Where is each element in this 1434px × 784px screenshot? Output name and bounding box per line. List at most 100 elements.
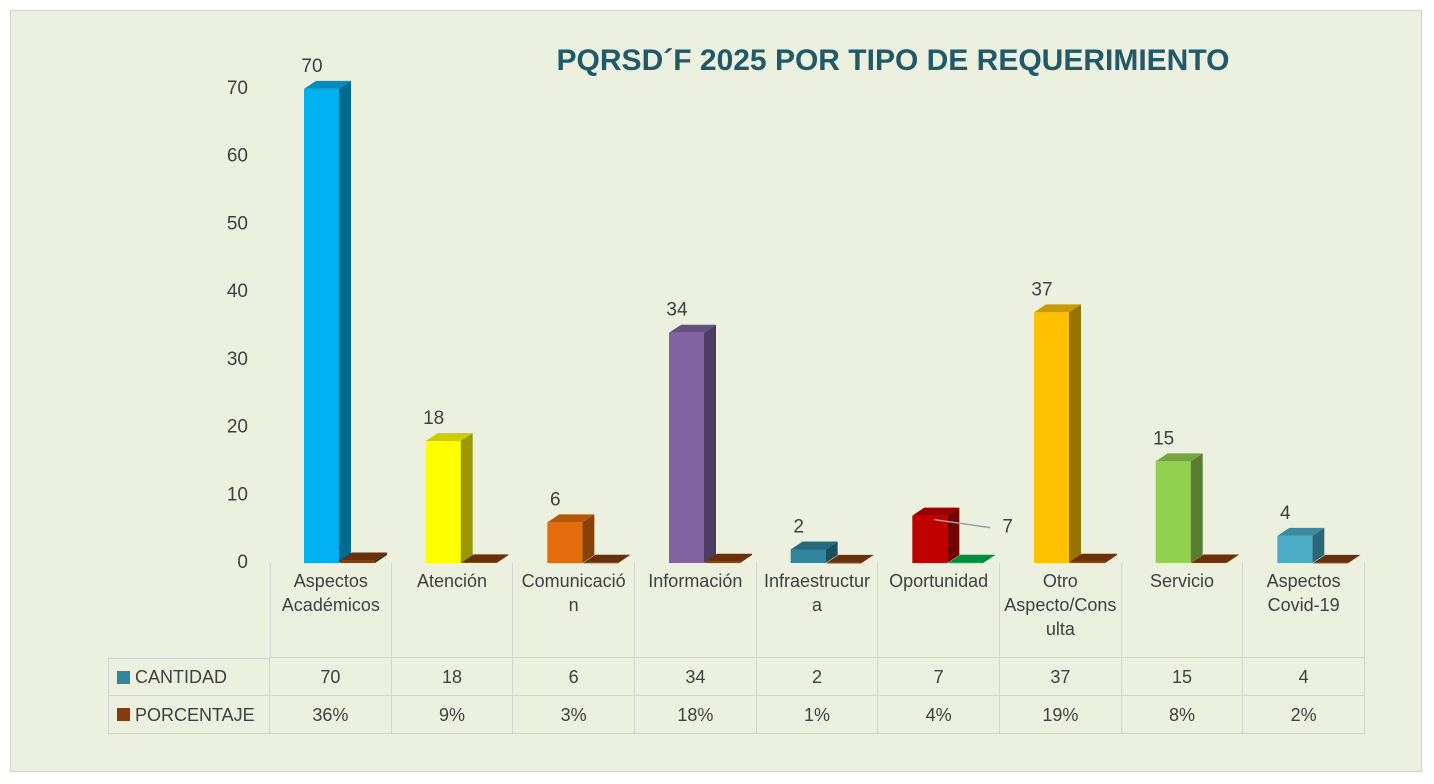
chart-title: PQRSD´F 2025 POR TIPO DE REQUERIMIENTO (557, 44, 1230, 77)
x-tick-label: Oportunidad (878, 563, 1000, 658)
bar-side (825, 541, 838, 563)
bar (583, 554, 631, 564)
bar-top (790, 541, 838, 550)
bar (790, 541, 838, 563)
table-value: 7 (878, 658, 1000, 696)
bar (425, 433, 473, 563)
bar-front (705, 561, 740, 563)
data-label: 34 (666, 300, 688, 321)
data-label: 37 (1031, 279, 1052, 300)
bar (1191, 554, 1239, 563)
bar (1313, 554, 1361, 564)
bar-front (1191, 562, 1227, 563)
bar-front (1155, 461, 1191, 563)
bar-top (705, 553, 752, 562)
table-value: 1% (756, 696, 879, 734)
x-tick-label: Aspectos Académicos (270, 563, 392, 658)
bar-front (1313, 562, 1349, 564)
y-tick-label: 10 (227, 484, 248, 505)
bar-front (948, 562, 984, 564)
bar (912, 507, 960, 563)
bar-front (461, 562, 497, 563)
bar-side (1312, 527, 1325, 563)
table-value: 70 (270, 658, 392, 696)
bar-side (618, 554, 631, 563)
x-tick-label: Información (635, 563, 757, 658)
bar-side (740, 553, 752, 563)
bar-side (375, 552, 387, 563)
bar-front (340, 560, 375, 563)
bar (461, 554, 509, 563)
leader-line (934, 518, 991, 529)
bar-top (425, 433, 473, 442)
bar-top (304, 80, 351, 89)
bar-side (1069, 304, 1081, 563)
legend-key (117, 670, 130, 684)
y-tick-label: 0 (237, 552, 248, 573)
bar-top (1155, 453, 1203, 462)
table-value: 36% (270, 696, 392, 734)
bar-top (340, 552, 387, 561)
bar-side (460, 433, 473, 563)
x-tick-label: Atención (391, 563, 514, 658)
bar-top (1313, 554, 1361, 563)
bar-side (582, 514, 595, 563)
bar-top (461, 554, 509, 563)
bar-front (583, 562, 619, 564)
bar-side (1190, 453, 1203, 563)
data-label: 7 (1002, 517, 1013, 538)
bar-front (304, 88, 339, 563)
bar (1155, 453, 1203, 563)
bar (705, 553, 752, 563)
table-value: 4 (1243, 658, 1365, 696)
x-tick-label: Otro Aspecto/Consulta (1000, 563, 1122, 658)
y-tick-label: 30 (227, 349, 248, 370)
y-tick-label: 70 (227, 78, 248, 99)
data-label: 2 (793, 516, 804, 537)
table-value: 18 (391, 658, 514, 696)
bar (1070, 553, 1117, 563)
legend-entry: PORCENTAJE (108, 696, 270, 734)
legend-label: PORCENTAJE (135, 704, 255, 725)
bar-top (948, 554, 996, 563)
bar-side (496, 554, 509, 563)
bar-top (1034, 304, 1081, 313)
bar-top (1191, 554, 1239, 563)
bar (1034, 304, 1081, 563)
bar-front (790, 549, 826, 563)
bar-front (1070, 561, 1105, 563)
bar (1277, 527, 1325, 563)
table-value: 34 (635, 658, 757, 696)
table-value: 2 (756, 658, 879, 696)
table-value: 37 (1000, 658, 1122, 696)
table-value: 2% (1243, 696, 1365, 734)
data-label: 4 (1280, 503, 1291, 524)
x-tick-label: Aspectos Covid-19 (1243, 563, 1365, 658)
table-value: 18% (635, 696, 757, 734)
bar (304, 80, 351, 563)
bar-side (861, 554, 874, 563)
legend-entry: CANTIDAD (108, 658, 270, 696)
table-value: 8% (1121, 696, 1244, 734)
data-label: 6 (550, 489, 561, 510)
table-value: 9% (391, 696, 514, 734)
bar-front (669, 332, 704, 563)
bar (948, 554, 996, 564)
bar (340, 552, 387, 563)
data-label: 15 (1153, 428, 1174, 449)
x-tick-label: Servicio (1121, 563, 1244, 658)
x-tick-label: Comunicación (513, 563, 635, 658)
table-value: 19% (1000, 696, 1122, 734)
bar-side (983, 554, 996, 563)
bar-top (583, 554, 631, 563)
y-tick-label: 60 (227, 146, 248, 167)
y-tick-label: 20 (227, 417, 248, 438)
bar-side (1226, 554, 1239, 563)
data-label: 18 (423, 408, 444, 429)
bar-top (669, 324, 716, 333)
bar-front (1277, 535, 1313, 563)
data-label: 70 (301, 56, 322, 77)
bar-side (947, 507, 960, 563)
